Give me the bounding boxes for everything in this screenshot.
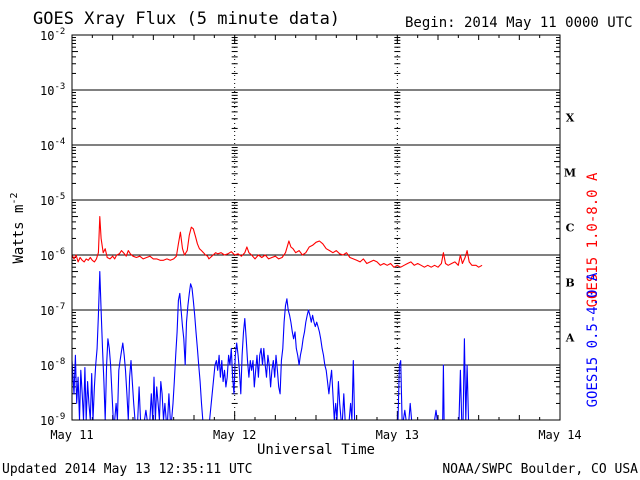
series-line-long xyxy=(71,216,483,268)
y-tick-base: 10 xyxy=(40,84,54,98)
flare-class-label: B xyxy=(565,277,574,290)
y-tick-labels: 10-910-810-710-610-510-410-310-2 xyxy=(40,27,65,428)
y-tick-label: 10-7 xyxy=(40,302,65,318)
y-tick-base: 10 xyxy=(40,359,54,373)
y-axis-title-main: Watts m xyxy=(11,205,27,264)
y-tick-exponent: -9 xyxy=(54,412,65,422)
y-tick-exponent: -2 xyxy=(54,27,65,37)
flare-class-label: X xyxy=(566,112,575,125)
x-axis-title: Universal Time xyxy=(257,442,375,458)
legend-short: GOES15 0.5-4.0 A xyxy=(585,272,601,407)
y-axis-title: Watts m-2 xyxy=(9,192,27,263)
y-tick-label: 10-6 xyxy=(40,247,65,263)
flare-class-label: C xyxy=(566,222,575,235)
y-tick-exponent: -6 xyxy=(54,247,65,257)
y-axis-title-sup: -2 xyxy=(9,192,20,204)
y-tick-label: 10-5 xyxy=(40,192,65,208)
updated-timestamp: Updated 2014 May 13 12:35:11 UTC xyxy=(2,462,252,477)
y-tick-exponent: -8 xyxy=(54,357,65,367)
x-tick-label: May 13 xyxy=(376,428,419,442)
source-credit: NOAA/SWPC Boulder, CO USA xyxy=(442,462,638,477)
y-tick-base: 10 xyxy=(40,194,54,208)
y-tick-label: 10-4 xyxy=(40,137,65,153)
y-tick-base: 10 xyxy=(40,29,54,43)
y-tick-label: 10-2 xyxy=(40,27,65,43)
legend-long: GOES15 1.0-8.0 A xyxy=(585,172,601,307)
x-tick-label: May 11 xyxy=(50,428,93,442)
chart-title: GOES Xray Flux (5 minute data) xyxy=(33,9,340,29)
y-tick-label: 10-8 xyxy=(40,357,65,373)
y-tick-label: 10-3 xyxy=(40,82,65,98)
y-tick-base: 10 xyxy=(40,414,54,428)
y-tick-base: 10 xyxy=(40,249,54,263)
begin-time: Begin: 2014 May 11 0000 UTC xyxy=(405,15,633,31)
y-tick-label: 10-9 xyxy=(40,412,65,428)
y-tick-exponent: -7 xyxy=(54,302,65,312)
y-tick-base: 10 xyxy=(40,139,54,153)
plot-frame xyxy=(71,34,561,421)
flare-class-label: A xyxy=(565,332,575,345)
flare-class-labels: A B C M X xyxy=(564,112,576,345)
flare-class-label: M xyxy=(564,167,576,180)
y-tick-exponent: -5 xyxy=(54,192,65,202)
y-tick-base: 10 xyxy=(40,304,54,318)
x-tick-label: May 14 xyxy=(538,428,581,442)
x-tick-label: May 12 xyxy=(213,428,256,442)
x-tick-labels: May 11 May 12 May 13 May 14 xyxy=(50,428,581,442)
y-tick-exponent: -3 xyxy=(54,82,65,92)
y-tick-exponent: -4 xyxy=(54,137,65,147)
